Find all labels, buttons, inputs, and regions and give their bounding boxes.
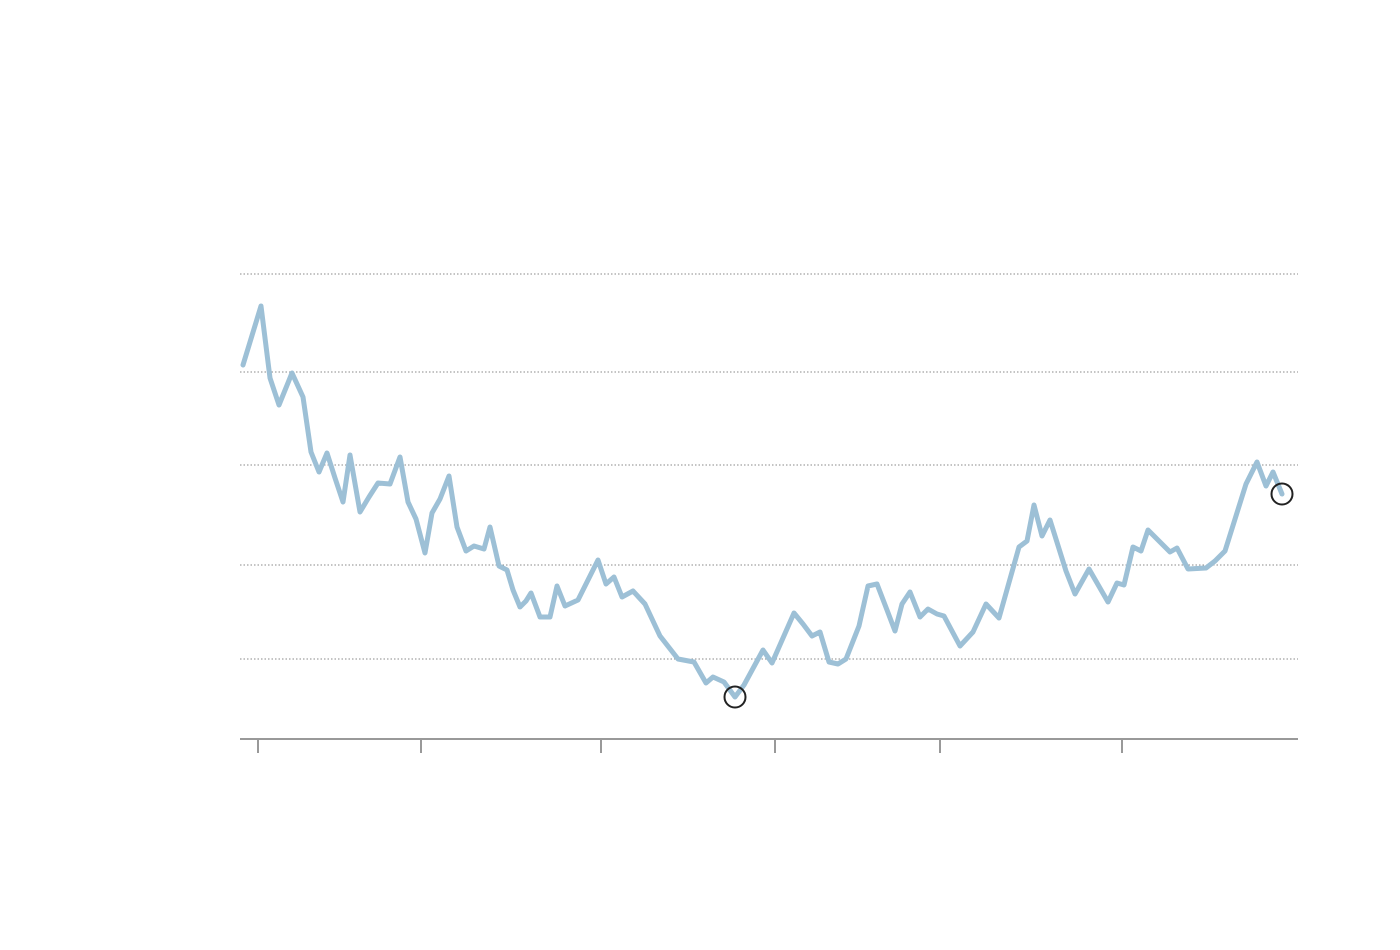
highlight-marker xyxy=(1270,482,1294,506)
line xyxy=(240,303,1285,700)
highlight-marker xyxy=(723,685,747,709)
